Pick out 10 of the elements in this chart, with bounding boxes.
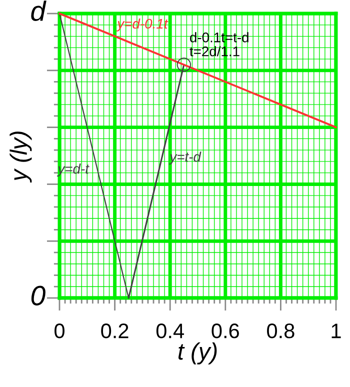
y-axis-title: y (ly) xyxy=(10,132,32,183)
x-tick-label: 0.8 xyxy=(267,324,294,338)
x-tick-label: 0.4 xyxy=(156,324,184,338)
x-tick-label: 0.6 xyxy=(212,324,239,338)
x-tick-label: 0 xyxy=(54,324,64,338)
x-tick-label: 1 xyxy=(332,324,341,338)
x-axis-title: t (y) xyxy=(178,342,217,364)
text: 0 xyxy=(31,286,46,306)
text: d xyxy=(31,0,46,22)
x-tick-label: 0.2 xyxy=(101,324,128,338)
